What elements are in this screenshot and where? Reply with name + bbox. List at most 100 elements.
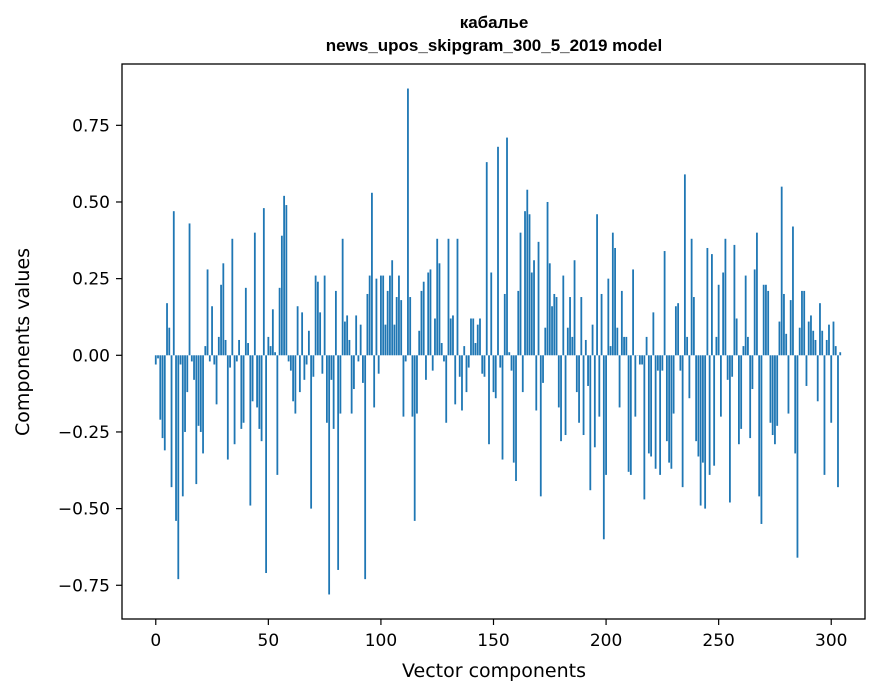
bar (753, 269, 756, 356)
bar (623, 336, 625, 356)
bar (452, 315, 454, 356)
bar (668, 355, 671, 463)
bar-series (154, 88, 842, 595)
bar (357, 355, 360, 362)
bar (328, 355, 331, 595)
bar (337, 355, 340, 570)
bar (179, 355, 182, 365)
bar (805, 355, 808, 386)
bar (285, 205, 288, 356)
bar (767, 290, 770, 356)
bar (170, 355, 173, 488)
bar (607, 278, 610, 356)
bar (463, 346, 466, 356)
bar (661, 355, 664, 371)
bar (677, 303, 680, 356)
bar (278, 287, 281, 356)
bar (618, 355, 621, 408)
bar (307, 330, 310, 356)
x-axis: 0 50 100 150 200 250 300 (150, 619, 847, 651)
y-tick-label: 0.00 (72, 346, 110, 366)
bar (686, 336, 689, 356)
bar (756, 232, 758, 356)
bar (382, 275, 385, 356)
bar (438, 263, 441, 356)
bar (186, 355, 189, 393)
bar (587, 355, 589, 386)
bar (420, 290, 423, 356)
bar (483, 355, 486, 377)
bar (175, 355, 177, 521)
bar (366, 293, 369, 356)
bar (323, 275, 326, 356)
bar (251, 355, 254, 402)
bar (490, 272, 493, 356)
bar (157, 355, 159, 359)
bar (391, 260, 394, 356)
bar (819, 303, 821, 356)
bar (564, 355, 567, 436)
bar (816, 355, 819, 402)
bar (350, 355, 353, 414)
bar (310, 355, 313, 509)
bar (796, 355, 799, 558)
bar (771, 355, 774, 436)
bar (427, 272, 430, 356)
bar (265, 355, 267, 574)
bar (274, 352, 276, 356)
bar (222, 263, 225, 356)
bar (571, 336, 574, 356)
bar (654, 355, 657, 469)
bar (789, 300, 792, 356)
bar (231, 238, 234, 356)
bar (159, 355, 162, 420)
bar (407, 88, 409, 356)
x-tick-label: 150 (477, 631, 509, 651)
bar (321, 355, 324, 374)
bar (681, 355, 684, 488)
bar (530, 272, 533, 356)
bar (305, 355, 308, 365)
bar (609, 346, 612, 356)
bar (738, 355, 740, 445)
bar (215, 355, 218, 405)
bar (548, 263, 551, 356)
bar (591, 324, 594, 356)
bar (803, 290, 806, 356)
bar (488, 355, 490, 445)
bar (393, 324, 396, 356)
bar (823, 355, 826, 475)
bar (413, 355, 416, 521)
bar (643, 355, 646, 500)
bar (663, 251, 666, 356)
bar (262, 208, 265, 356)
bar (166, 303, 168, 356)
bar (834, 346, 837, 356)
bar (656, 355, 659, 371)
bar (602, 355, 605, 540)
bar (287, 355, 290, 362)
bar (296, 306, 299, 356)
bar (260, 355, 263, 442)
bar (562, 275, 565, 356)
bar (647, 355, 650, 454)
bar (742, 346, 745, 356)
bar (751, 355, 754, 390)
bar (679, 355, 682, 371)
bar (515, 355, 517, 482)
x-tick-label: 50 (258, 631, 280, 651)
x-tick-label: 200 (590, 631, 622, 651)
bar (355, 315, 358, 356)
bar (674, 306, 677, 356)
bar (629, 355, 632, 475)
bar (726, 355, 729, 380)
bar (724, 238, 727, 356)
bar (431, 355, 434, 371)
bar (375, 278, 378, 356)
bar (695, 355, 698, 442)
bar (792, 226, 794, 356)
bar (733, 244, 736, 356)
bar (634, 355, 637, 417)
bar (402, 355, 405, 417)
